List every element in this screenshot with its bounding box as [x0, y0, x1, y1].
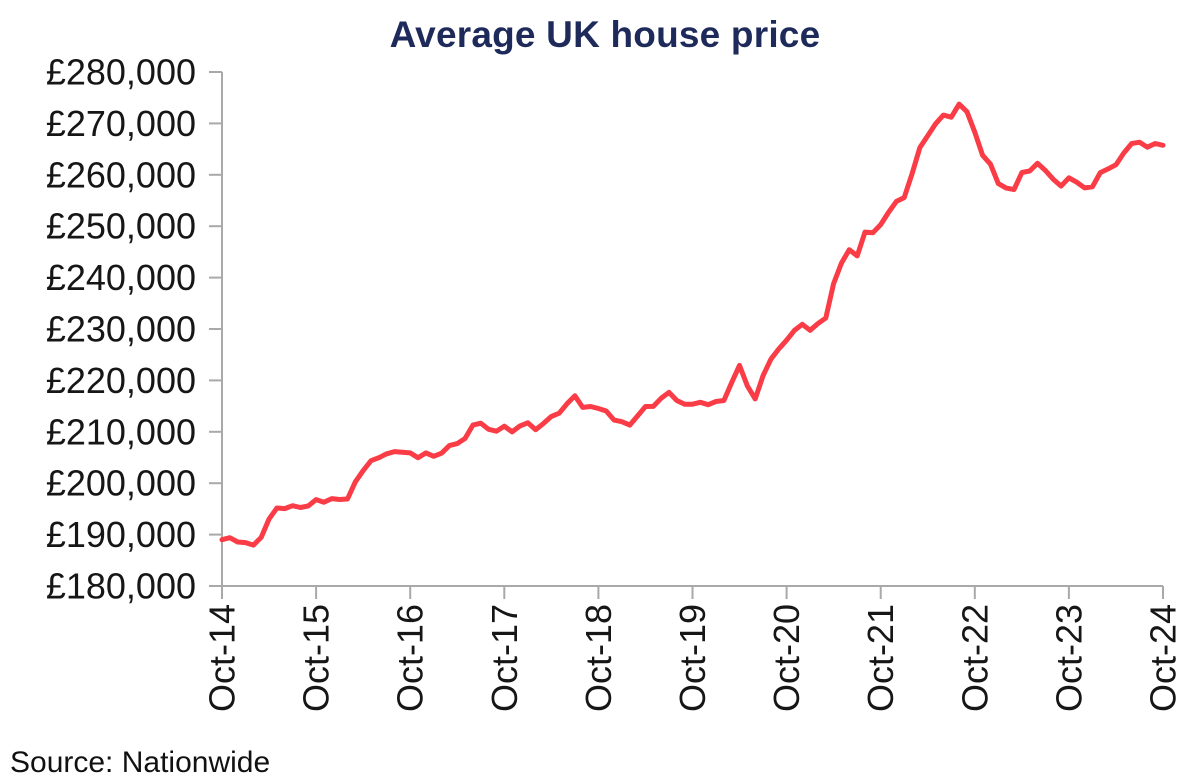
y-tick-label: £280,000: [46, 52, 196, 93]
x-tick-label: Oct-16: [390, 604, 431, 712]
price-line: [219, 101, 1166, 548]
x-tick-label: Oct-14: [202, 604, 243, 712]
source-label: Source: Nationwide: [10, 746, 270, 779]
y-tick-label: £260,000: [46, 154, 196, 195]
y-tick-label: £190,000: [46, 514, 196, 555]
x-tick-label: Oct-23: [1048, 604, 1089, 712]
y-tick-label: £210,000: [46, 411, 196, 452]
chart-title: Average UK house price: [390, 14, 821, 55]
y-axis-ticks: £180,000 £190,000 £200,000 £210,000 £220,000…: [46, 52, 222, 607]
x-tick-label: Oct-24: [1143, 604, 1184, 712]
y-tick-label: £220,000: [46, 360, 196, 401]
y-tick-label: £180,000: [46, 566, 196, 607]
x-tick-label: Oct-20: [766, 604, 807, 712]
axes: [221, 72, 1163, 587]
x-tick-label: Oct-15: [296, 604, 337, 712]
x-tick-label: Oct-21: [860, 604, 901, 712]
y-tick-label: £200,000: [46, 463, 196, 504]
x-tick-label: Oct-17: [484, 604, 525, 712]
y-tick-label: £240,000: [46, 257, 196, 298]
x-axis-ticks: Oct-14 Oct-15 Oct-16 Oct-17 Oct-18 Oct-19 Oct-…: [202, 586, 1184, 712]
y-tick-label: £250,000: [46, 206, 196, 247]
x-tick-label: Oct-19: [672, 604, 713, 712]
x-tick-label: Oct-18: [578, 604, 619, 712]
x-tick-label: Oct-22: [954, 604, 995, 712]
y-tick-label: £230,000: [46, 309, 196, 350]
y-tick-label: £270,000: [46, 103, 196, 144]
